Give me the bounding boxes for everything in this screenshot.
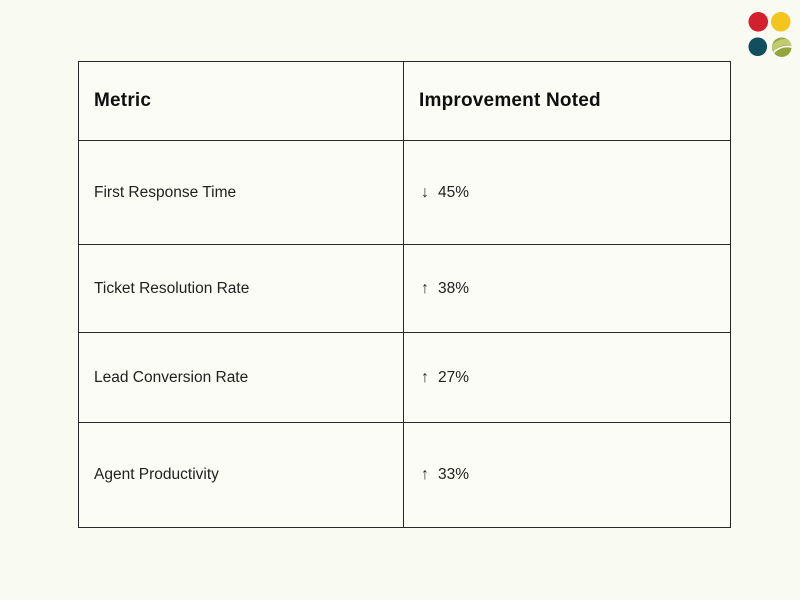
leaf-swoosh [771,45,792,55]
table-header-row: Metric Improvement Noted [78,61,731,141]
improvement-cell: ↑ 27% [403,332,731,423]
up-arrow-icon: ↑ [421,279,429,297]
down-arrow-icon: ↓ [421,183,429,201]
metric-cell: First Response Time [78,140,404,245]
improvement-cell: ↓ 45% [403,140,731,245]
header-cell-improvement: Improvement Noted [403,61,731,141]
table-row: Ticket Resolution Rate ↑ 38% [78,244,731,333]
improvement-value: 27% [438,368,470,386]
logo-dot-teal [748,37,768,57]
improvement-value: 38% [438,279,470,297]
logo-dot-red [748,12,769,32]
improvement-cell: ↑ 38% [403,244,731,333]
improvement-value: 33% [438,466,470,483]
metric-cell: Agent Productivity [78,422,404,528]
table-row: Agent Productivity ↑ 33% [78,422,731,528]
table-row: First Response Time ↓ 45% [78,140,731,245]
up-arrow-icon: ↑ [421,466,429,483]
metrics-improvement-table: Metric Improvement Noted First Response … [78,61,731,528]
table-row: Lead Conversion Rate ↑ 27% [78,332,731,423]
metric-cell: Ticket Resolution Rate [78,244,404,333]
improvement-value: 45% [438,183,470,201]
logo-dot-yellow [770,12,791,32]
leaf-highlight [771,39,792,52]
metric-cell: Lead Conversion Rate [78,332,404,423]
up-arrow-icon: ↑ [421,368,429,386]
header-cell-metric: Metric [78,61,404,141]
improvement-cell: ↑ 33% [403,422,731,528]
logo-dot-green-leaf [771,37,792,58]
four-dot-logo [748,12,792,58]
